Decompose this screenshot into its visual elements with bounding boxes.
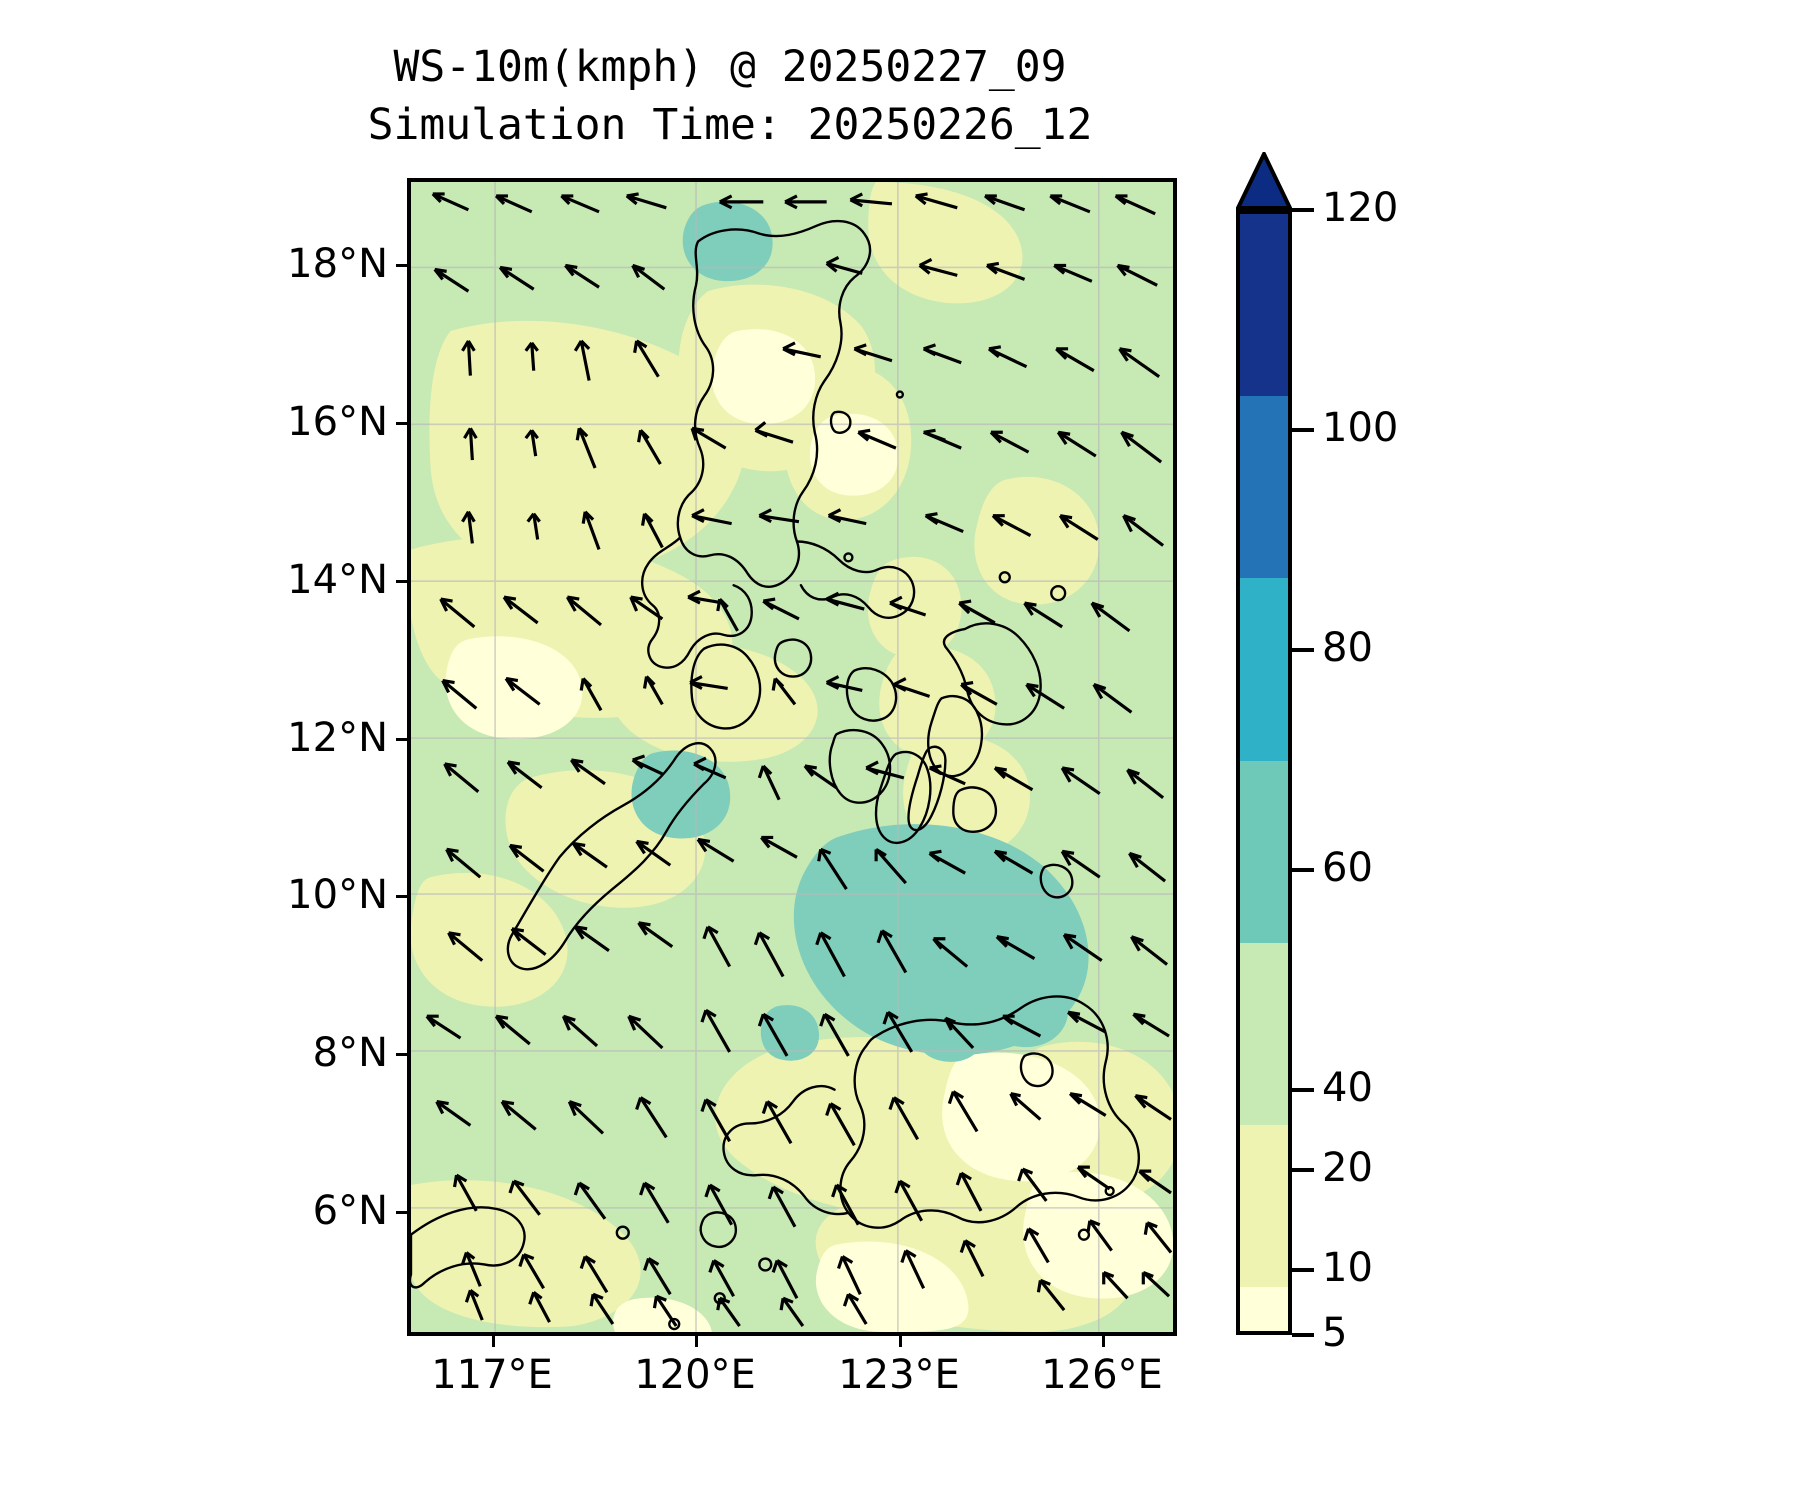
- xtick-123E: [899, 1336, 902, 1347]
- ytick-label-12N: 12°N: [287, 715, 388, 761]
- ytick-10N: [396, 895, 407, 898]
- title-line-1: WS-10m(kmph) @ 20250227_09: [393, 42, 1067, 92]
- ytick-label-16N: 16°N: [287, 399, 388, 445]
- xtick-120E: [695, 1336, 698, 1347]
- cbar-tick-100: [1292, 428, 1314, 432]
- cbar-label-100: 100: [1322, 405, 1399, 451]
- cbar-seg-100-120: [1240, 214, 1288, 397]
- cbar-tick-5: [1292, 1333, 1314, 1337]
- ytick-14N: [396, 580, 407, 583]
- cbar-tick-60: [1292, 868, 1314, 872]
- cbar-seg-5-10: [1240, 1286, 1288, 1332]
- map-plot-area: [407, 178, 1177, 1336]
- xtick-label-126E: 126°E: [1041, 1352, 1163, 1398]
- cbar-seg-10-20: [1240, 1124, 1288, 1287]
- coastline-paths: [411, 219, 1140, 1331]
- xtick-117E: [492, 1336, 495, 1347]
- cbar-label-5: 5: [1322, 1310, 1348, 1356]
- cbar-label-80: 80: [1322, 625, 1373, 671]
- ytick-label-6N: 6°N: [312, 1188, 388, 1234]
- cbar-tick-80: [1292, 648, 1314, 652]
- xtick-label-123E: 123°E: [838, 1352, 960, 1398]
- ytick-label-18N: 18°N: [287, 241, 388, 287]
- ytick-12N: [396, 738, 407, 741]
- cbar-seg-80-100: [1240, 396, 1288, 579]
- colorbar: [1236, 152, 1292, 1335]
- wind-vector-field: [425, 192, 1173, 1327]
- xtick-label-120E: 120°E: [634, 1352, 756, 1398]
- ytick-16N: [396, 422, 407, 425]
- title-line-2: Simulation Time: 20250226_12: [367, 100, 1093, 150]
- ytick-18N: [396, 264, 407, 267]
- ytick-label-8N: 8°N: [312, 1030, 388, 1076]
- colorbar-gradient: [1236, 210, 1292, 1335]
- cbar-tick-120: [1292, 208, 1314, 212]
- cbar-label-60: 60: [1322, 845, 1373, 891]
- ytick-6N: [396, 1211, 407, 1214]
- chart-title-block: WS-10m(kmph) @ 20250227_09 Simulation Ti…: [0, 38, 1460, 154]
- cbar-seg-40-60: [1240, 760, 1288, 943]
- cbar-label-120: 120: [1322, 185, 1399, 231]
- xtick-label-117E: 117°E: [431, 1352, 553, 1398]
- cbar-tick-20: [1292, 1168, 1314, 1172]
- ytick-label-10N: 10°N: [287, 872, 388, 918]
- ytick-8N: [396, 1053, 407, 1056]
- cbar-seg-20-40: [1240, 942, 1288, 1125]
- ytick-label-14N: 14°N: [287, 557, 388, 603]
- cbar-tick-10: [1292, 1268, 1314, 1272]
- cbar-label-20: 20: [1322, 1145, 1373, 1191]
- cbar-seg-60-80: [1240, 578, 1288, 761]
- cbar-tick-40: [1292, 1088, 1314, 1092]
- cbar-label-10: 10: [1322, 1245, 1373, 1291]
- wind-speed-map: [411, 182, 1173, 1332]
- xtick-126E: [1102, 1336, 1105, 1347]
- cbar-label-40: 40: [1322, 1065, 1373, 1111]
- colorbar-extend-arrow-icon: [1236, 152, 1292, 210]
